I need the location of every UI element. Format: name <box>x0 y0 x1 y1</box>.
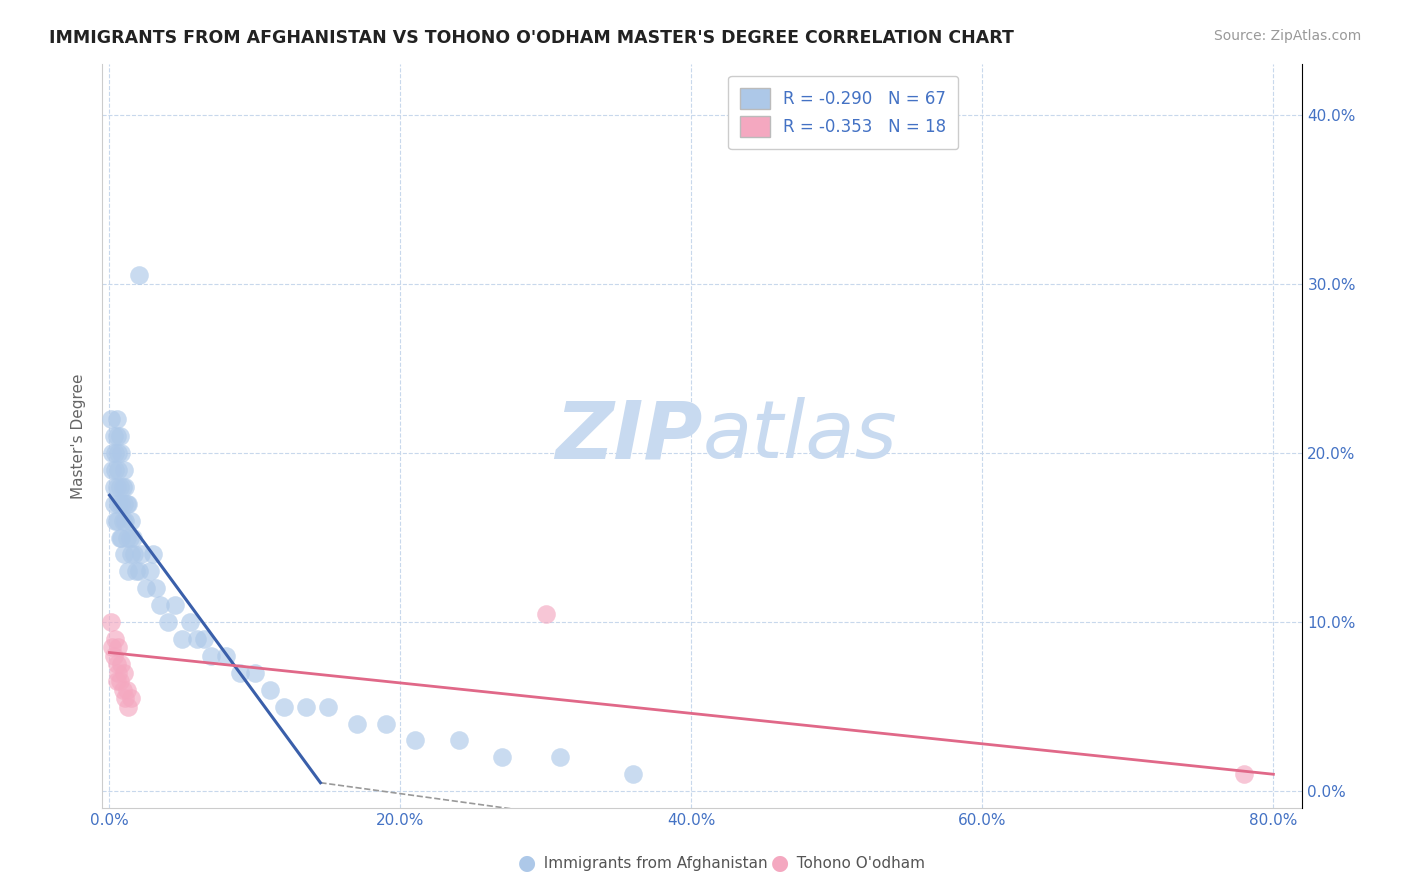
Text: ●: ● <box>519 854 536 873</box>
Point <box>108 429 131 443</box>
Point <box>621 767 644 781</box>
Point <box>128 268 150 283</box>
Point <box>131 548 153 562</box>
Point <box>193 632 215 646</box>
Point <box>374 716 396 731</box>
Point <box>100 412 122 426</box>
Point <box>108 480 131 494</box>
Point <box>145 581 167 595</box>
Point <box>124 565 146 579</box>
Point <box>179 615 201 629</box>
Point <box>128 565 150 579</box>
Point <box>111 682 134 697</box>
Point <box>295 699 318 714</box>
Point <box>115 682 138 697</box>
Point <box>110 497 132 511</box>
Point <box>121 531 143 545</box>
Point <box>105 657 128 672</box>
Point <box>107 446 129 460</box>
Point <box>149 598 172 612</box>
Y-axis label: Master's Degree: Master's Degree <box>72 374 86 499</box>
Point <box>120 548 142 562</box>
Point <box>110 446 132 460</box>
Point <box>115 531 138 545</box>
Point <box>229 665 252 680</box>
Point <box>117 565 139 579</box>
Point <box>101 463 124 477</box>
Point <box>114 691 136 706</box>
Point <box>534 607 557 621</box>
Point <box>101 640 124 655</box>
Point <box>112 665 135 680</box>
Point <box>110 531 132 545</box>
Text: Tohono O'odham: Tohono O'odham <box>787 856 925 871</box>
Point <box>114 480 136 494</box>
Point <box>118 531 141 545</box>
Point <box>107 665 129 680</box>
Point <box>111 514 134 528</box>
Point <box>273 699 295 714</box>
Point <box>316 699 339 714</box>
Point <box>101 446 124 460</box>
Point <box>105 674 128 689</box>
Text: IMMIGRANTS FROM AFGHANISTAN VS TOHONO O'ODHAM MASTER'S DEGREE CORRELATION CHART: IMMIGRANTS FROM AFGHANISTAN VS TOHONO O'… <box>49 29 1014 46</box>
Point <box>243 665 266 680</box>
Point <box>1233 767 1256 781</box>
Point <box>117 699 139 714</box>
Point <box>103 648 125 663</box>
Point <box>200 648 222 663</box>
Point <box>105 514 128 528</box>
Point <box>112 463 135 477</box>
Point <box>105 480 128 494</box>
Point <box>135 581 157 595</box>
Point <box>156 615 179 629</box>
Point <box>104 446 127 460</box>
Point <box>404 733 426 747</box>
Point <box>186 632 208 646</box>
Point <box>103 480 125 494</box>
Point <box>117 497 139 511</box>
Point <box>107 640 129 655</box>
Point <box>172 632 194 646</box>
Point <box>108 531 131 545</box>
Point <box>346 716 368 731</box>
Text: Immigrants from Afghanistan: Immigrants from Afghanistan <box>534 856 768 871</box>
Point <box>122 548 145 562</box>
Point <box>105 429 128 443</box>
Point <box>107 497 129 511</box>
Point <box>114 514 136 528</box>
Legend: R = -0.290   N = 67, R = -0.353   N = 18: R = -0.290 N = 67, R = -0.353 N = 18 <box>728 76 957 149</box>
Point <box>110 657 132 672</box>
Text: Source: ZipAtlas.com: Source: ZipAtlas.com <box>1213 29 1361 43</box>
Text: ●: ● <box>772 854 789 873</box>
Point <box>120 691 142 706</box>
Text: atlas: atlas <box>703 397 897 475</box>
Point <box>259 682 281 697</box>
Point <box>120 514 142 528</box>
Point <box>111 480 134 494</box>
Point <box>105 412 128 426</box>
Point <box>100 615 122 629</box>
Point <box>215 648 238 663</box>
Point <box>115 497 138 511</box>
Point <box>112 548 135 562</box>
Point <box>103 497 125 511</box>
Point <box>550 750 572 764</box>
Point <box>163 598 186 612</box>
Point <box>107 463 129 477</box>
Point <box>447 733 470 747</box>
Point <box>491 750 513 764</box>
Point <box>139 565 162 579</box>
Point <box>112 497 135 511</box>
Point <box>142 548 165 562</box>
Text: ZIP: ZIP <box>555 397 703 475</box>
Point <box>104 632 127 646</box>
Point <box>103 429 125 443</box>
Point <box>104 463 127 477</box>
Point <box>104 514 127 528</box>
Point <box>108 674 131 689</box>
